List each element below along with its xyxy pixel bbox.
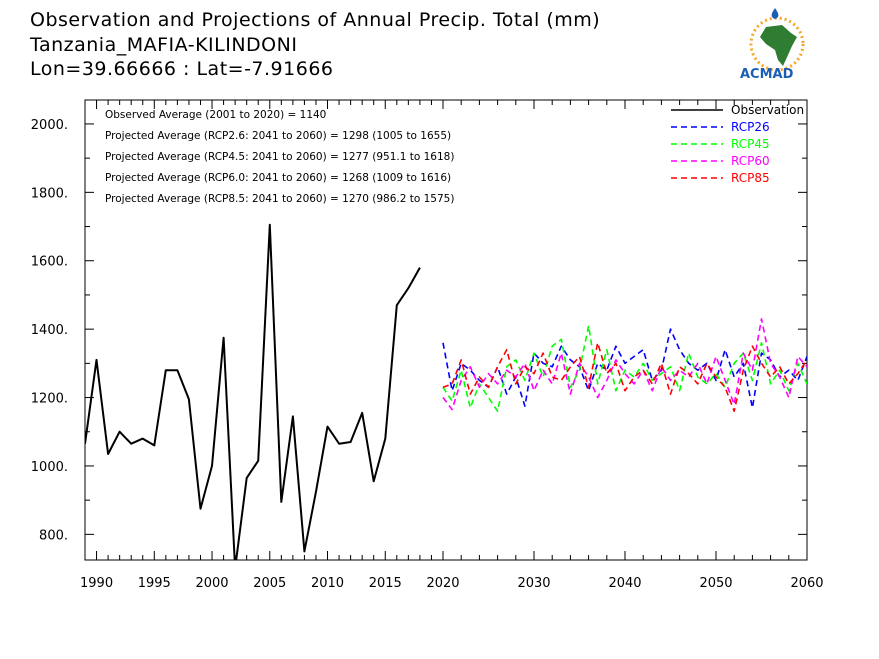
annotation-rcp60: Projected Average (RCP6.0: 2041 to 2060)…	[105, 172, 451, 184]
x-tick-label: 2000	[195, 576, 228, 591]
annotation-observed: Observed Average (2001 to 2020) = 1140	[105, 109, 326, 121]
y-tick-label: 2000.	[31, 118, 68, 133]
legend-label-rcp85: RCP85	[731, 171, 770, 185]
x-tick-label: 2015	[369, 576, 402, 591]
legend-label-rcp26: RCP26	[731, 120, 770, 134]
axis-ticks: 1990 1995 2000 2005 2010 2015 2020 2030 2040 2050…	[31, 100, 824, 591]
x-tick-label: 1995	[138, 576, 171, 591]
station-name: Tanzania_MAFIA-KILINDONI	[29, 34, 297, 56]
series-line-observation	[85, 223, 421, 560]
annotation-rcp26: Projected Average (RCP2.6: 2041 to 2060)…	[105, 130, 451, 142]
chart-title: Observation and Projections of Annual Pr…	[30, 9, 600, 31]
annotation-rcp45: Projected Average (RCP4.5: 2041 to 2060)…	[105, 151, 454, 163]
y-tick-label: 1000.	[31, 460, 68, 475]
legend-label-rcp60: RCP60	[731, 154, 770, 168]
x-tick-label: 2060	[790, 576, 823, 591]
acmad-logo: ACMAD	[740, 8, 805, 82]
series-line-rcp60	[442, 318, 807, 411]
y-tick-label: 1200.	[31, 392, 68, 407]
x-tick-label: 2030	[517, 576, 550, 591]
annotation-rcp85: Projected Average (RCP8.5: 2041 to 2060)…	[105, 193, 454, 205]
x-tick-label: 2010	[311, 576, 344, 591]
legend: Observation RCP26 RCP45 RCP60 RCP85	[671, 103, 804, 185]
series-line-rcp85	[442, 341, 807, 413]
annotations: Observed Average (2001 to 2020) = 1140 P…	[105, 109, 454, 205]
y-tick-label: 1600.	[31, 255, 68, 270]
y-tick-label: 800.	[39, 528, 68, 543]
plot-frame	[84, 99, 808, 561]
y-tick-label: 1800.	[31, 186, 68, 201]
x-tick-label: 1990	[80, 576, 113, 591]
logo-text: ACMAD	[740, 67, 794, 82]
x-tick-label: 2005	[253, 576, 286, 591]
x-tick-label: 2020	[426, 576, 459, 591]
series-layer	[85, 223, 807, 560]
x-tick-label: 2050	[699, 576, 732, 591]
x-tick-label: 2040	[608, 576, 641, 591]
station-coords: Lon=39.66666 : Lat=-7.91666	[30, 58, 334, 80]
legend-label-observation: Observation	[731, 103, 804, 117]
y-tick-label: 1400.	[31, 323, 68, 338]
legend-label-rcp45: RCP45	[731, 137, 770, 151]
